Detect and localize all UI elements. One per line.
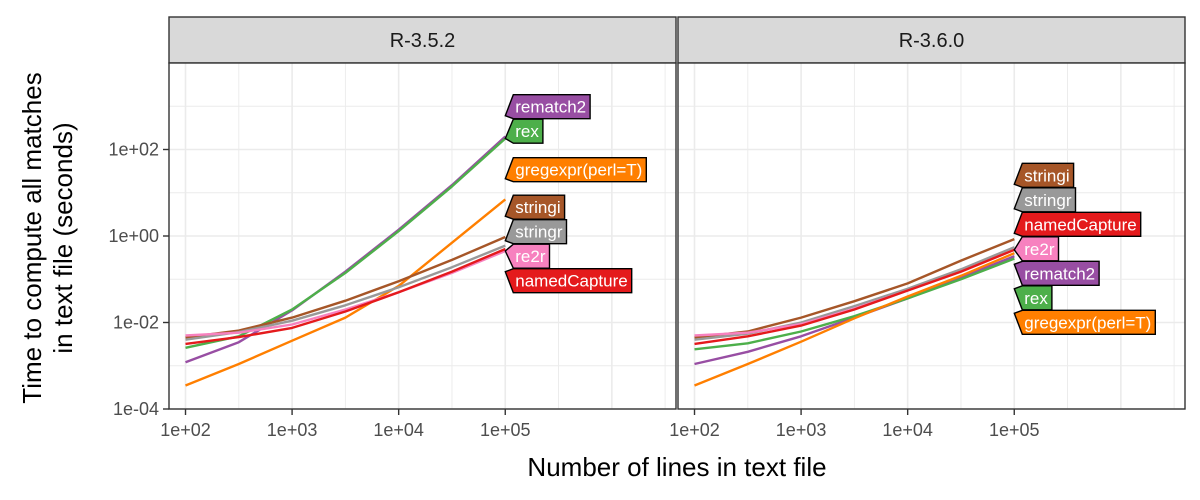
series-line-namedcapture	[185, 247, 506, 346]
series-line-rex	[694, 257, 1015, 351]
x-tick-label: 1e+04	[373, 420, 424, 440]
series-label-text: rex	[515, 122, 539, 141]
series-label-text: rematch2	[1024, 264, 1095, 283]
y-tick-label: 1e-02	[113, 313, 159, 333]
series-label-box	[1013, 162, 1075, 188]
series-line-re2r	[185, 249, 506, 337]
series-label-re2r: re2r	[504, 243, 551, 269]
x-tick-label: 1e+04	[882, 420, 933, 440]
series-label-text: stringr	[1024, 191, 1072, 210]
series-label-stringr: stringr	[504, 219, 568, 245]
strip-title: R-3.6.0	[899, 30, 965, 52]
series-label-box	[1013, 211, 1142, 237]
y-tick-label: 1e+02	[108, 140, 159, 160]
x-axis-title: Number of lines in text file	[527, 452, 826, 482]
series-label-text: re2r	[1024, 240, 1055, 259]
strip-header	[168, 16, 677, 64]
direct-labels: rematch2 rex gregexpr(perl=T) stringi string…	[504, 94, 647, 294]
panel-border	[677, 62, 1186, 410]
x-axis-ticks: 1e+02 1e+03 1e+04 1e+05	[160, 409, 531, 440]
series-label-box	[1013, 285, 1053, 311]
x-tick-label: 1e+05	[480, 420, 531, 440]
series-label-rex: rex	[1013, 285, 1053, 311]
strip-title: R-3.5.2	[390, 30, 456, 52]
series-label-box	[504, 94, 591, 120]
series-label-re2r: re2r	[1013, 236, 1060, 262]
series-label-text: namedCapture	[515, 272, 627, 291]
series-label-box	[504, 194, 566, 220]
series-line-gregexpr-perl-t	[694, 252, 1015, 387]
series-label-box	[504, 243, 551, 269]
series-label-namedcapture: namedCapture	[1013, 211, 1142, 237]
x-tick-label: 1e+03	[267, 420, 318, 440]
y-tick-label: 1e+00	[108, 226, 159, 246]
series-line-namedcapture	[694, 248, 1015, 346]
series-label-rex: rex	[504, 118, 544, 144]
direct-labels: stringi stringr namedCapture re2r rematch2 re…	[1013, 162, 1156, 335]
series-label-stringi: stringi	[504, 194, 566, 220]
series-label-namedcapture: namedCapture	[504, 268, 633, 294]
x-tick-label: 1e+05	[989, 420, 1040, 440]
series-label-rematch2: rematch2	[504, 94, 591, 120]
series-label-box	[1013, 236, 1060, 262]
series-label-rematch2: rematch2	[1013, 260, 1100, 286]
panel-r-3-6-0: R-3.6.0 stringi stringr namedCapture re2r rem…	[669, 16, 1186, 440]
y-axis-title-line-1: Time to compute all matches	[17, 72, 47, 403]
series-label-box	[504, 157, 647, 183]
series-label-box	[1013, 187, 1077, 213]
panels: R-3.5.2rematch2rexgregexpr(perl=T)string…	[108, 16, 1186, 440]
x-tick-label: 1e+02	[160, 420, 211, 440]
series-label-text: re2r	[515, 247, 546, 266]
series-label-text: namedCapture	[1024, 215, 1136, 234]
series-label-text: gregexpr(perl=T)	[1024, 313, 1151, 332]
series-label-box	[504, 219, 568, 245]
series-line-gregexpr-perl-t	[185, 198, 507, 387]
x-axis-ticks: 1e+02 1e+03 1e+04 1e+05	[669, 409, 1040, 440]
x-tick-label: 1e+02	[669, 420, 720, 440]
series-label-box	[504, 118, 544, 144]
series-label-stringr: stringr	[1013, 187, 1077, 213]
x-tick-label: 1e+03	[776, 420, 827, 440]
series-line-stringi	[185, 235, 506, 339]
y-axis-ticks: 1e-04 1e-02 1e+00 1e+02	[108, 140, 169, 419]
panel-r-3-5-2: R-3.5.2 rematch2 rex gregexpr(perl=T) string…	[108, 16, 677, 440]
series-lines	[694, 237, 1015, 387]
series-label-text: rex	[1024, 289, 1048, 308]
series-label-box	[504, 268, 633, 294]
series-label-text: gregexpr(perl=T)	[515, 161, 642, 180]
series-lines	[185, 135, 507, 387]
series-label-text: rematch2	[515, 98, 586, 117]
series-label-gregexpr-perl-t: gregexpr(perl=T)	[1013, 309, 1156, 335]
y-tick-label: 1e-04	[113, 399, 159, 419]
series-label-gregexpr-perl-t: gregexpr(perl=T)	[504, 157, 647, 183]
series-label-text: stringi	[1024, 166, 1069, 185]
y-axis-title-line-2: in text file (seconds)	[48, 122, 78, 353]
series-label-text: stringi	[515, 198, 560, 217]
strip-header	[677, 16, 1186, 64]
series-label-text: stringr	[515, 223, 563, 242]
series-label-stringi: stringi	[1013, 162, 1075, 188]
y-axis-title: Time to compute all matches in text file…	[17, 72, 78, 403]
series-label-box	[1013, 309, 1156, 335]
series-label-box	[1013, 260, 1100, 286]
